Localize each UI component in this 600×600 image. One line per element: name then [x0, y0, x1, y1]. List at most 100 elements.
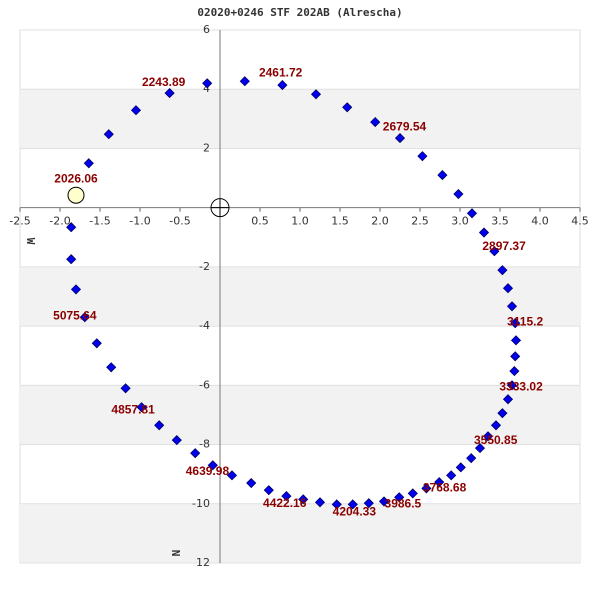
- x-axis-label: W: [24, 238, 37, 245]
- x-tick-label: 1.5: [331, 215, 349, 228]
- orbit-point: [202, 78, 213, 89]
- x-tick-label: -2.5: [9, 215, 30, 228]
- orbit-point: [506, 380, 518, 391]
- x-tick-label: -0.5: [169, 215, 190, 228]
- y-tick-label: 4: [203, 82, 210, 95]
- orbit-point: [437, 170, 448, 181]
- orbit-point: [497, 408, 508, 419]
- grid-band: [20, 89, 580, 149]
- orbit-point: [79, 312, 90, 323]
- epoch-label: 4639.98: [186, 464, 230, 478]
- y-tick-label: 2: [203, 141, 210, 154]
- current-position: [67, 186, 85, 204]
- epoch-label: 3550.85: [474, 433, 518, 447]
- epoch-label: 3986.5: [385, 497, 422, 511]
- x-tick-label: 1.0: [291, 215, 309, 228]
- orbit-point: [66, 254, 77, 265]
- y-tick-label: 6: [203, 23, 210, 36]
- orbit-point: [120, 383, 131, 394]
- orbit-point: [363, 498, 374, 509]
- current-label: 2026.06: [54, 171, 98, 185]
- epoch-label: 4422.16: [263, 496, 307, 510]
- x-tick-label: 3.0: [451, 215, 469, 228]
- orbit-point: [510, 335, 522, 346]
- epoch-label: 4857.81: [111, 403, 155, 417]
- orbit-point: [281, 491, 292, 502]
- epoch-label: 4204.33: [333, 504, 377, 518]
- orbit-point: [66, 222, 77, 233]
- orbit-point: [502, 394, 514, 405]
- orbit-point: [310, 89, 322, 100]
- orbit-point: [506, 301, 518, 312]
- orbit-point: [453, 188, 464, 200]
- y-tick-label: -8: [199, 438, 210, 451]
- chart-title: 02020+0246 STF 202AB (Alrescha): [197, 6, 402, 19]
- orbit-point: [421, 483, 432, 494]
- orbit-point: [103, 129, 114, 140]
- y-tick-label: -10: [192, 497, 210, 510]
- orbit-point: [207, 460, 218, 471]
- orbit-point: [466, 453, 477, 464]
- epoch-label: 2243.89: [142, 75, 186, 89]
- x-tick-label: -1.0: [129, 215, 150, 228]
- orbit-point: [370, 117, 381, 128]
- orbit-point: [314, 497, 326, 508]
- orbit-point: [246, 477, 257, 489]
- epoch-label: 3333.02: [499, 380, 543, 394]
- orbit-point: [342, 102, 353, 113]
- y-tick-label: -6: [199, 378, 210, 391]
- y-tick-label: -2: [199, 260, 210, 273]
- y-axis-label: N: [169, 550, 182, 557]
- orbit-point: [378, 496, 390, 507]
- grid-band: [20, 266, 580, 327]
- orbit-point: [226, 470, 238, 481]
- orbit-point: [136, 402, 147, 413]
- y-tick-label: 12: [196, 556, 210, 569]
- epoch-label: 5075.64: [53, 308, 97, 322]
- epoch-label: 2679.54: [383, 119, 427, 133]
- x-tick-label: -1.5: [89, 215, 110, 228]
- orbit-point: [478, 227, 490, 238]
- orbit-point: [434, 477, 445, 488]
- orbit-point: [394, 133, 406, 144]
- orbit-point: [455, 462, 466, 473]
- orbit-point: [70, 284, 82, 295]
- orbit-point: [106, 362, 117, 373]
- orbit-point: [331, 499, 342, 510]
- x-tick-label: 2.0: [371, 215, 389, 228]
- orbit-point: [502, 283, 514, 294]
- orbit-point: [417, 151, 428, 162]
- y-tick-label: -4: [199, 319, 210, 332]
- orbit-point: [83, 158, 94, 169]
- orbit-point: [91, 338, 102, 349]
- orbit-point: [510, 318, 521, 329]
- x-tick-label: 4.0: [531, 215, 549, 228]
- orbit-point: [466, 208, 478, 219]
- grid-band: [20, 503, 580, 563]
- orbit-point: [482, 431, 494, 442]
- orbit-point: [490, 420, 502, 431]
- epoch-label: 3768.68: [423, 481, 467, 495]
- orbit-point: [474, 443, 486, 454]
- orbit-point: [130, 105, 142, 116]
- orbit-point: [497, 265, 508, 276]
- orbit-point: [171, 435, 182, 446]
- orbit-point: [190, 448, 201, 459]
- orbit-point: [239, 76, 250, 87]
- orbit-point: [164, 88, 175, 99]
- orbit-point: [347, 499, 358, 510]
- orbit-point: [509, 366, 520, 377]
- epoch-label: 2461.72: [259, 65, 303, 79]
- orbit-point: [154, 420, 165, 431]
- epoch-label: 2897.37: [482, 239, 526, 253]
- orbit-point: [263, 485, 274, 496]
- x-tick-label: 2.5: [411, 215, 429, 228]
- x-tick-label: 4.5: [571, 215, 589, 228]
- x-tick-label: 0.5: [251, 215, 269, 228]
- orbit-point: [510, 351, 521, 362]
- orbit-point: [446, 470, 457, 481]
- epoch-label: 3115.2: [507, 315, 543, 329]
- x-tick-label: -2.0: [49, 215, 70, 228]
